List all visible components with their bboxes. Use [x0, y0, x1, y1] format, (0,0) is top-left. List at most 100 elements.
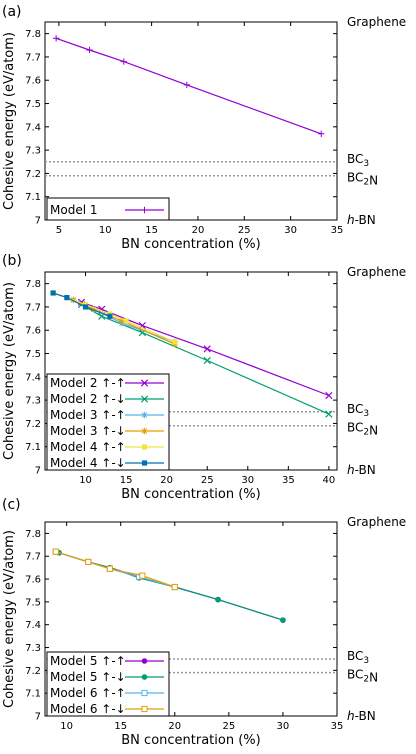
y-tick-label: 7.2	[25, 169, 41, 180]
legend-label: Model 1	[50, 203, 97, 217]
data-point	[183, 81, 191, 89]
x-tick-label: 25	[201, 475, 214, 486]
x-tick-label: 15	[145, 225, 158, 236]
legend-label: Model 3 ↑-↓	[50, 424, 126, 438]
series-1	[52, 35, 325, 138]
series-line	[55, 37, 322, 135]
y-tick-label: 7.3	[25, 396, 41, 407]
y-tick-label: 7.4	[25, 620, 41, 631]
y-tick-label: 7.2	[25, 666, 41, 677]
y-axis-label: Cohesive energy (eV/atom)	[2, 282, 17, 460]
panel-label: (b)	[2, 253, 22, 269]
y-tick-label: 7	[35, 712, 41, 723]
plot-frame	[44, 271, 338, 471]
chart-panel-2: (b) 7 7.1 7.2 7.3 7.4 7.5 7.6 7.7 7.8 10 15 20 25 30 35…	[2, 253, 406, 502]
legend-marker	[141, 689, 148, 697]
x-tick-label: 10	[79, 475, 92, 486]
legend-label: Model 2 ↑-↓	[50, 392, 126, 406]
data-point	[52, 35, 60, 42]
data-point	[280, 617, 286, 623]
x-tick-label: 35	[282, 475, 295, 486]
x-tick-label: 30	[284, 225, 297, 236]
data-point	[325, 410, 333, 418]
y-axis-label: Cohesive energy (eV/atom)	[2, 530, 17, 708]
x-tick-label: 40	[323, 475, 336, 486]
series-4	[52, 548, 178, 591]
data-point	[123, 318, 129, 324]
y-tick-label: 7.8	[25, 29, 41, 40]
data-point	[107, 313, 113, 319]
y-tick-label: 7.2	[25, 419, 41, 430]
legend-label: Model 6 ↑-↓	[50, 702, 126, 716]
x-tick-label: 25	[222, 721, 235, 732]
legend-marker	[141, 427, 148, 435]
x-tick-label: 15	[120, 475, 133, 486]
legend: Model 1	[46, 197, 170, 221]
y-tick-label: 7.6	[25, 326, 41, 337]
legend-label: Model 4 ↑-↑	[50, 440, 126, 454]
data-point	[215, 596, 221, 603]
legend-box	[46, 197, 170, 221]
x-tick-label: 35	[331, 225, 344, 236]
y-tick-label: 7.7	[25, 52, 41, 63]
x-tick-label: 35	[331, 721, 344, 732]
legend-label: Model 5 ↑-↓	[50, 670, 126, 684]
reference-label: h-BN	[347, 709, 376, 723]
series-1	[77, 298, 333, 400]
legend-marker	[140, 379, 149, 387]
reference-label: BC2N	[347, 668, 378, 685]
legend-box	[46, 373, 170, 471]
y-tick-label: 7.6	[25, 575, 41, 586]
reference-label: Graphene	[347, 515, 406, 529]
data-point	[90, 306, 97, 313]
data-point	[139, 572, 146, 579]
y-tick-label: 7.1	[25, 689, 41, 700]
y-axis-label: Cohesive energy (eV/atom)	[2, 32, 17, 210]
x-tick-label: 5	[56, 225, 62, 236]
plot-frame	[44, 21, 338, 221]
y-tick-label: 7.5	[25, 349, 41, 360]
y-tick-label: 7.6	[25, 76, 41, 87]
data-point	[318, 130, 325, 138]
panel-label: (c)	[2, 497, 21, 513]
legend-marker	[141, 444, 148, 450]
data-point	[86, 46, 93, 54]
y-tick-label: 7.5	[25, 99, 41, 110]
series-line	[52, 292, 111, 317]
legend-label: Model 4 ↑-↓	[50, 456, 126, 470]
data-point	[52, 548, 59, 555]
x-axis-label: BN concentration (%)	[121, 237, 260, 252]
panel-label: (a)	[2, 4, 22, 20]
x-tick-label: 10	[60, 721, 73, 732]
data-point	[171, 583, 178, 591]
legend-marker	[141, 705, 148, 713]
x-tick-label: 20	[192, 225, 205, 236]
y-tick-label: 7.8	[25, 279, 41, 290]
reference-label: h-BN	[347, 463, 376, 477]
data-point	[50, 290, 56, 296]
legend-marker	[141, 460, 148, 466]
data-point	[118, 317, 126, 325]
reference-label: BC3	[347, 402, 369, 419]
x-tick-label: 30	[277, 721, 290, 732]
x-tick-label: 20	[168, 721, 181, 732]
data-point	[138, 321, 146, 330]
y-tick-label: 7.1	[25, 442, 41, 453]
y-tick-label: 7.3	[25, 146, 41, 157]
series-6	[50, 290, 113, 319]
legend-marker	[140, 395, 149, 403]
legend-marker	[141, 658, 148, 664]
data-point	[106, 565, 113, 572]
reference-label: BC2N	[347, 421, 378, 438]
x-tick-label: 20	[160, 475, 173, 486]
plot-frame	[44, 521, 338, 717]
y-tick-label: 7.4	[25, 372, 41, 383]
y-tick-label: 7.4	[25, 122, 41, 133]
y-tick-label: 7	[35, 216, 41, 227]
y-tick-label: 7.5	[25, 597, 41, 608]
x-tick-label: 10	[99, 225, 112, 236]
reference-label: BC2N	[347, 171, 378, 188]
x-tick-label: 25	[238, 225, 251, 236]
y-tick-label: 7.7	[25, 552, 41, 563]
